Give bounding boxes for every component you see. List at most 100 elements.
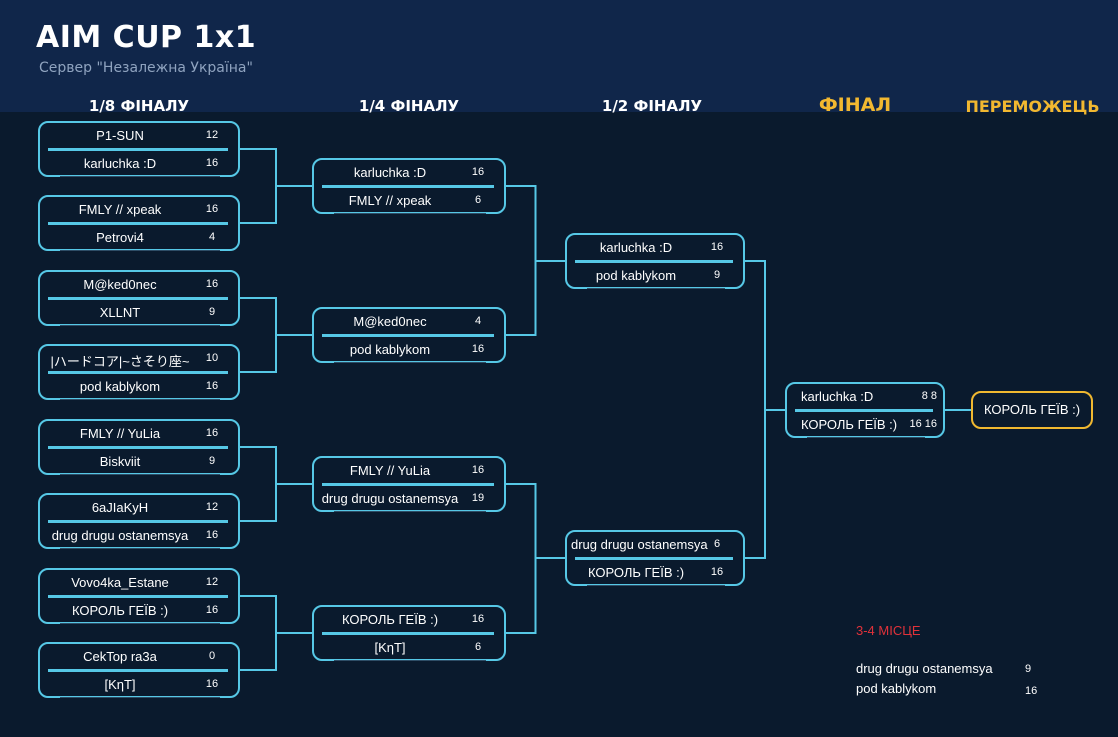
- match-r16: P1-SUN 12 karluchka :D 16: [38, 121, 240, 177]
- player-row: КОРОЛЬ ГЕЇВ :) 16: [40, 598, 238, 624]
- page-title: AIM CUP 1x1: [36, 20, 257, 55]
- player-name: [KηT]: [104, 677, 136, 692]
- player-score: 16: [471, 166, 485, 178]
- divider: [575, 260, 733, 263]
- player-name: CekTop ra3a: [83, 649, 157, 664]
- divider: [48, 222, 228, 225]
- player-score: 0: [208, 650, 216, 662]
- player-row: karluchka :D 16: [314, 160, 504, 186]
- match-qf: M@ked0nec 4 pod kablykom 16: [312, 307, 506, 363]
- connector-line: [240, 148, 312, 224]
- player-row: P1-SUN 12: [40, 123, 238, 149]
- player-name: P1-SUN: [96, 128, 144, 143]
- player-score: 16: [471, 464, 485, 476]
- player-name: karluchka :D: [353, 165, 427, 180]
- player-row: pod kablykom 16: [314, 337, 504, 363]
- player-name: karluchka :D: [83, 156, 157, 171]
- round-header-r16: 1/8 ФІНАЛУ: [88, 97, 190, 115]
- player-score: 12: [205, 501, 219, 513]
- third-place-score: 16: [1025, 685, 1038, 697]
- player-row: Petrovi4 4: [40, 225, 238, 251]
- player-row: Vovo4ka_Estane 12: [40, 570, 238, 596]
- player-row: drug drugu ostanemsya 19: [314, 486, 504, 512]
- player-score: 16: [205, 278, 219, 290]
- match-sf: drug drugu ostanemsya 6 КОРОЛЬ ГЕЇВ :) 16: [565, 530, 745, 586]
- underline: [334, 362, 486, 363]
- divider: [48, 595, 228, 598]
- player-name: M@ked0nec: [83, 277, 157, 292]
- player-name: КОРОЛЬ ГЕЇВ :): [801, 417, 898, 432]
- player-row: FMLY // xpeak 16: [40, 197, 238, 223]
- underline: [60, 325, 220, 326]
- player-row: FMLY // YuLia 16: [314, 458, 504, 484]
- player-row: КОРОЛЬ ГЕЇВ :) 16: [314, 607, 504, 633]
- player-score: 16: [471, 613, 485, 625]
- underline: [60, 697, 220, 698]
- page-subtitle: Сервер "Незалежна Україна": [39, 60, 253, 76]
- player-score: 4: [474, 315, 482, 327]
- player-score: 16: [205, 380, 219, 392]
- connector-line: [240, 297, 312, 373]
- player-score: 6: [474, 194, 482, 206]
- underline: [60, 399, 220, 400]
- match-r16: Vovo4ka_Estane 12 КОРОЛЬ ГЕЇВ :) 16: [38, 568, 240, 624]
- player-score: 6: [713, 538, 721, 550]
- player-row: M@ked0nec 4: [314, 309, 504, 335]
- player-score: 9: [208, 306, 216, 318]
- third-place-title: 3-4 МІСЦЕ: [856, 623, 921, 638]
- player-score: 16: [471, 343, 485, 355]
- underline: [60, 474, 220, 475]
- player-name: КОРОЛЬ ГЕЇВ :): [341, 612, 439, 627]
- header-band: [0, 0, 1118, 112]
- player-row: 6aJIaKyH 12: [40, 495, 238, 521]
- connector-line: [506, 185, 565, 336]
- player-row: M@ked0nec 16: [40, 272, 238, 298]
- round-header-final: ФІНАЛ: [818, 94, 892, 116]
- player-name: Biskviit: [99, 454, 141, 469]
- round-header-winner: ПЕРЕМОЖЕЦЬ: [965, 97, 1100, 116]
- player-name: karluchka :D: [599, 240, 673, 255]
- player-row: |ハードコア|~さそり座~ 10: [40, 346, 238, 372]
- connector-line: [745, 260, 785, 559]
- underline: [334, 660, 486, 661]
- player-row: FMLY // YuLia 16: [40, 421, 238, 447]
- player-score: 9: [713, 269, 721, 281]
- divider: [575, 557, 733, 560]
- player-row: [KηT] 16: [40, 672, 238, 698]
- third-place-player: drug drugu ostanemsya: [856, 661, 993, 676]
- player-name: XLLNT: [99, 305, 141, 320]
- player-name: drug drugu ostanemsya: [321, 491, 459, 506]
- third-place-score: 9: [1025, 663, 1032, 675]
- connector-line: [240, 595, 312, 671]
- match-qf: karluchka :D 16 FMLY // xpeak 6: [312, 158, 506, 214]
- player-score: 16: [205, 604, 219, 616]
- player-name: Petrovi4: [96, 230, 144, 245]
- player-row: КОРОЛЬ ГЕЇВ :) 16 16: [787, 412, 943, 438]
- match-r16: FMLY // YuLia 16 Biskviit 9: [38, 419, 240, 475]
- divider: [48, 446, 228, 449]
- player-score: 16: [205, 529, 219, 541]
- player-name: КОРОЛЬ ГЕЇВ :): [587, 565, 685, 580]
- player-row: karluchka :D 16: [567, 235, 743, 261]
- divider: [322, 483, 494, 486]
- divider: [48, 669, 228, 672]
- match-r16: |ハードコア|~さそり座~ 10 pod kablykom 16: [38, 344, 240, 400]
- match-qf: FMLY // YuLia 16 drug drugu ostanemsya 19: [312, 456, 506, 512]
- underline: [334, 213, 486, 214]
- player-name: M@ked0nec: [353, 314, 427, 329]
- underline: [587, 585, 725, 586]
- match-r16: 6aJIaKyH 12 drug drugu ostanemsya 16: [38, 493, 240, 549]
- round-header-sf: 1/2 ФІНАЛУ: [601, 97, 703, 115]
- player-score: 16 16: [909, 418, 937, 430]
- divider: [48, 297, 228, 300]
- player-row: drug drugu ostanemsya 6: [567, 532, 743, 558]
- divider: [322, 334, 494, 337]
- third-place-player: pod kablykom: [856, 681, 937, 696]
- underline: [334, 511, 486, 512]
- match-final: karluchka :D 8 8 КОРОЛЬ ГЕЇВ :) 16 16: [785, 382, 945, 438]
- player-score: 16: [205, 203, 219, 215]
- match-sf: karluchka :D 16 pod kablykom 9: [565, 233, 745, 289]
- player-name: drug drugu ostanemsya: [571, 537, 708, 552]
- connector-line: [240, 446, 312, 522]
- player-name: pod kablykom: [349, 342, 431, 357]
